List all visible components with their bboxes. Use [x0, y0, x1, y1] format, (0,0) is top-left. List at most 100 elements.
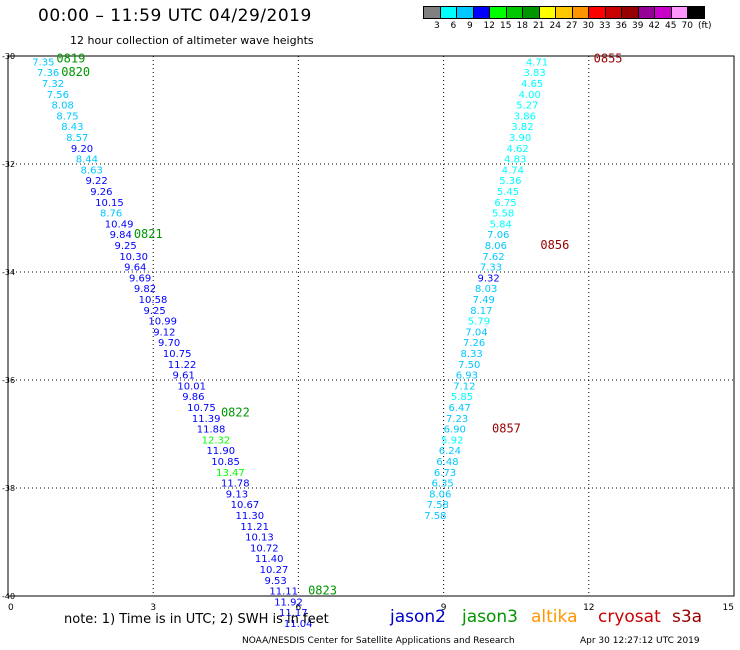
- wave-height-label: 8.75: [56, 111, 78, 122]
- wave-height-label: 8.03: [475, 284, 497, 295]
- wave-height-label: 11.11: [269, 587, 298, 598]
- wave-height-label: 10.67: [231, 500, 260, 511]
- color-scale-label: 30: [582, 21, 594, 31]
- wave-height-label: 6.35: [432, 479, 454, 490]
- wave-height-label: 11.88: [197, 425, 226, 436]
- wave-height-label: 11.30: [235, 511, 264, 522]
- wave-height-label: 11.22: [168, 360, 197, 371]
- wave-height-label: 9.25: [144, 306, 166, 317]
- wave-height-label: 5.27: [516, 101, 538, 112]
- wave-height-label: 7.58: [424, 511, 446, 522]
- plot-frame: [7, 55, 735, 597]
- wave-height-label: 8.06: [429, 489, 451, 500]
- legend-item-jason2: jason2: [390, 607, 446, 627]
- wave-height-label: 9.84: [110, 230, 132, 241]
- wave-height-label: 7.32: [42, 79, 64, 90]
- wave-height-label: 12.32: [202, 435, 231, 446]
- wave-height-label: 9.69: [129, 273, 151, 284]
- legend-item-altika: altika: [531, 607, 578, 627]
- pass-time-label: 0857: [492, 422, 521, 436]
- y-tick-label: -30: [2, 52, 15, 61]
- color-scale-label: (ft): [698, 21, 712, 31]
- wave-height-label: 8.44: [76, 155, 98, 166]
- wave-height-label: 9.32: [477, 273, 499, 284]
- x-tick-label: 0: [8, 603, 14, 613]
- legend-item-jason3: jason3: [462, 607, 518, 627]
- wave-height-label: 7.62: [482, 252, 504, 263]
- x-tick-label: 15: [723, 603, 734, 613]
- color-scale-label: 15: [500, 21, 512, 31]
- wave-height-label: 5.45: [497, 187, 519, 198]
- wave-height-label: 8.57: [66, 133, 88, 144]
- wave-height-label: 4.74: [502, 165, 524, 176]
- pass-time-label: 0856: [540, 238, 569, 252]
- wave-height-label: 6.73: [434, 468, 456, 479]
- wave-height-label: 9.70: [158, 338, 180, 349]
- wave-height-label: 10.75: [163, 349, 192, 360]
- wave-height-label: 13.47: [216, 468, 245, 479]
- wave-height-label: 3.86: [514, 111, 536, 122]
- color-scale-label: 6: [450, 21, 457, 31]
- x-tick-label: 3: [150, 603, 156, 613]
- color-scale-label: 18: [516, 21, 528, 31]
- wave-height-label: 4.71: [526, 57, 548, 68]
- color-scale-label: 3: [434, 21, 440, 31]
- wave-height-label: 5.79: [468, 317, 490, 328]
- x-tick-label: 6: [296, 603, 302, 613]
- color-scale-label: 33: [599, 21, 611, 31]
- wave-height-label: 7.35: [32, 57, 54, 68]
- color-scale-label: 36: [615, 21, 627, 31]
- color-scale-label: 70: [681, 21, 693, 31]
- pass-time-label: 0855: [594, 52, 623, 66]
- wave-height-label: 6.48: [436, 457, 458, 468]
- legend-item-s3a: s3a: [672, 607, 703, 627]
- wave-height-label: 10.58: [139, 295, 168, 306]
- wave-height-label: 9.25: [114, 241, 136, 252]
- wave-height-label: 4.00: [519, 90, 541, 101]
- wave-height-label: 4.65: [521, 79, 543, 90]
- wave-height-label: 11.21: [240, 522, 269, 533]
- pass-time-label: 0820: [61, 65, 90, 79]
- color-scale-label: 24: [549, 21, 561, 31]
- pass-time-label: 0823: [308, 584, 337, 598]
- wave-height-label: 6.93: [456, 371, 478, 382]
- chart-subtitle: 12 hour collection of altimeter wave hei…: [70, 34, 314, 47]
- wave-height-label: 7.26: [463, 338, 485, 349]
- wave-height-label: 5.36: [499, 176, 521, 187]
- wave-height-label: 7.50: [458, 360, 480, 371]
- y-tick-label: -38: [2, 484, 15, 493]
- pass-time-label: 0822: [221, 405, 250, 419]
- units-note: note: 1) Time is in UTC; 2) SWH is in fe…: [64, 612, 329, 627]
- wave-height-label: 6.24: [439, 446, 461, 457]
- color-scale-label: 45: [665, 21, 677, 31]
- wave-height-label: 6.75: [494, 198, 516, 209]
- wave-height-label: 11.17: [279, 608, 308, 619]
- wave-height-label: 9.20: [71, 144, 93, 155]
- color-scale-label: 42: [648, 21, 660, 31]
- x-tick-label: 12: [583, 603, 594, 613]
- color-scale-labels: 3 6 9 12 15 18 21 24 27 30 33 36 39 42 45 70 (ft): [423, 21, 740, 33]
- wave-height-label: 7.23: [446, 414, 468, 425]
- wave-height-label: 11.04: [284, 619, 313, 630]
- wave-height-label: 10.72: [250, 543, 279, 554]
- wave-height-label: 3.82: [511, 122, 533, 133]
- wave-height-label: 9.26: [90, 187, 112, 198]
- wave-height-label: 10.85: [211, 457, 240, 468]
- wave-height-label: 9.53: [265, 576, 287, 587]
- wave-height-label: 3.90: [509, 133, 531, 144]
- wave-height-label: 8.33: [461, 349, 483, 360]
- wave-height-label: 8.43: [61, 122, 83, 133]
- wave-height-label: 10.30: [119, 252, 148, 263]
- generated-date: Apr 30 12:27:12 UTC 2019: [580, 636, 700, 646]
- wave-height-label: 5.85: [451, 392, 473, 403]
- wave-height-label: 9.86: [182, 392, 204, 403]
- y-tick-label: -36: [2, 376, 15, 385]
- color-scale-label: 9: [467, 21, 473, 31]
- wave-height-label: 8.63: [81, 165, 103, 176]
- wave-height-label: 3.83: [523, 68, 545, 79]
- y-tick-label: -40: [2, 592, 15, 601]
- wave-height-label: 10.01: [177, 381, 206, 392]
- wave-height-label: 5.84: [490, 219, 512, 230]
- wave-height-label: 11.90: [206, 446, 235, 457]
